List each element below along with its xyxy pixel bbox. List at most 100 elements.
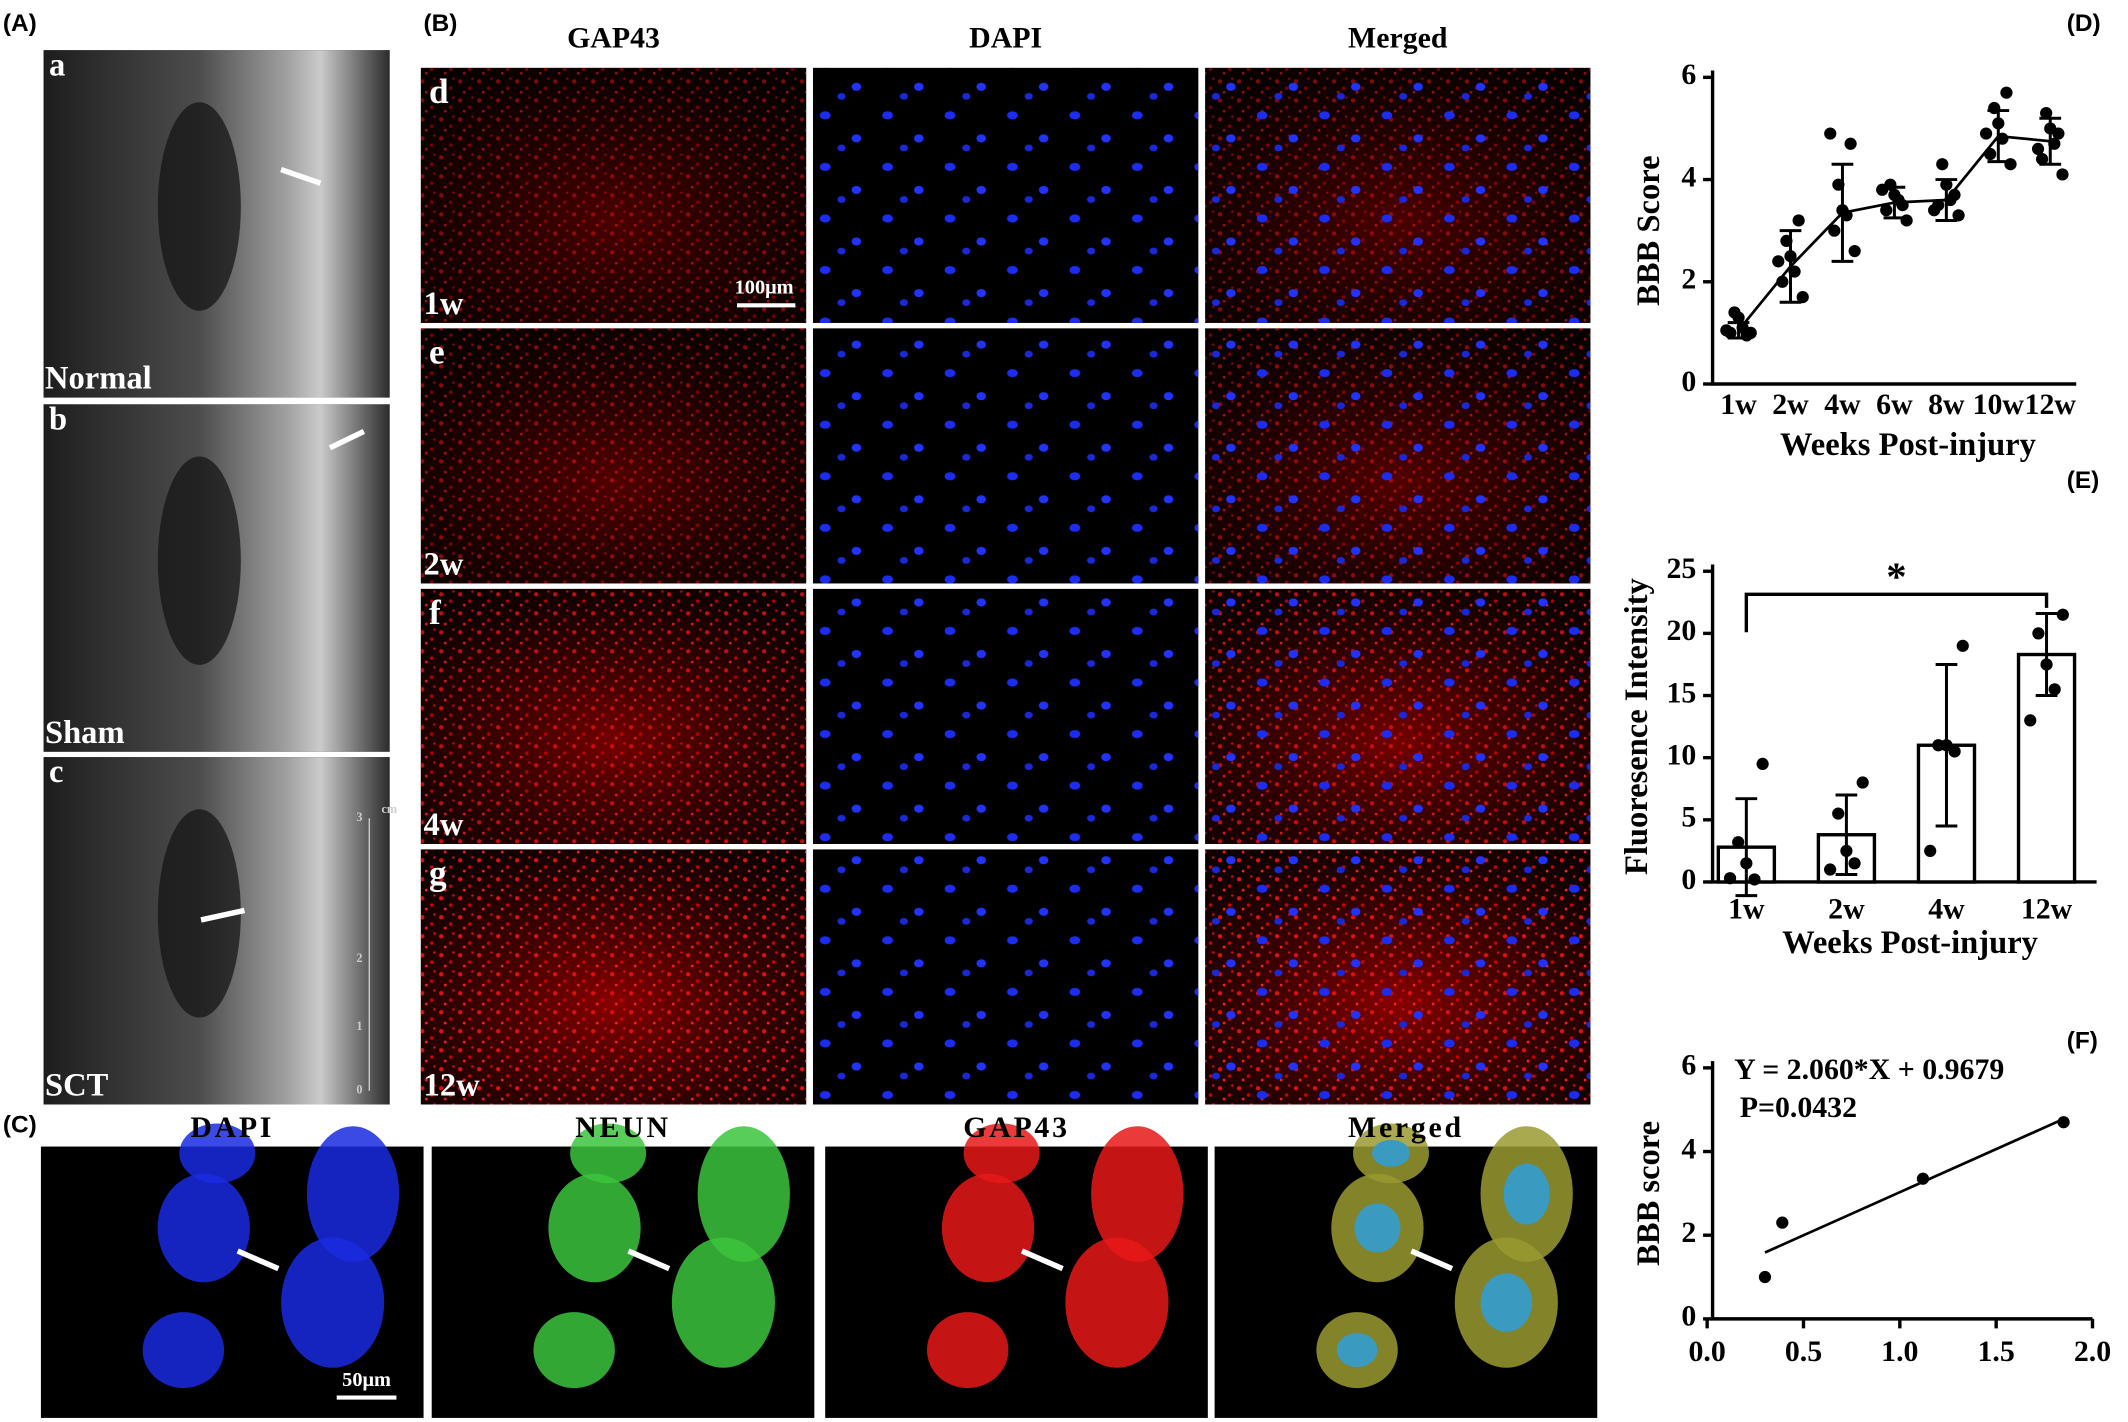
y-tick-label: 6	[1681, 58, 1696, 91]
image-letter: b	[49, 401, 67, 437]
stain-blue	[1205, 849, 1591, 1105]
cell	[570, 1123, 647, 1184]
image-label: 1w	[424, 286, 464, 322]
data-point	[1956, 639, 1969, 652]
data-point	[1876, 183, 1889, 196]
nucleus	[1336, 1332, 1378, 1368]
arrow	[200, 907, 246, 923]
x-tick-label: 1.0	[1881, 1335, 1918, 1368]
x-tick-label: 1w	[1720, 388, 1757, 421]
panel-label: (F)	[2067, 1028, 2098, 1055]
fit-line	[1764, 1117, 2065, 1254]
data-point	[1888, 188, 1901, 201]
data-point	[1748, 873, 1761, 886]
data-point	[1796, 291, 1809, 304]
mri-structure	[157, 456, 241, 665]
data-point	[2031, 142, 2045, 155]
data-point	[1848, 245, 1861, 258]
y-tick-label: 0	[1681, 365, 1696, 398]
scale-label: 100μm	[735, 277, 794, 299]
data-point	[1824, 863, 1837, 876]
column-label: Merged	[1348, 22, 1448, 55]
data-point	[2036, 153, 2049, 166]
data-point	[1948, 745, 1961, 758]
error-bar	[2035, 612, 2058, 698]
data-point	[2048, 137, 2061, 150]
mri-structure	[157, 102, 241, 311]
cell	[157, 1173, 250, 1283]
x-tick-label: 2.0	[2074, 1335, 2111, 1368]
scale-tick-label: 0	[356, 1083, 362, 1097]
data-point	[1840, 844, 1853, 857]
column-label: DAPI	[969, 22, 1042, 55]
significance-bracket	[1744, 592, 2049, 633]
data-point	[1900, 214, 1913, 227]
data-point	[2052, 127, 2065, 140]
x-axis-label: Weeks Post-injury	[1780, 427, 2036, 463]
image-letter: f	[429, 593, 442, 632]
data-point	[2048, 683, 2061, 696]
nucleus	[1354, 1203, 1401, 1253]
y-tick-label: 4	[1681, 1132, 1696, 1165]
data-point	[1828, 224, 1841, 237]
y-tick-label: 0	[1681, 1300, 1696, 1333]
nucleus	[1372, 1139, 1411, 1167]
data-point	[2032, 627, 2045, 640]
image-label: 4w	[424, 807, 464, 843]
data-point	[1756, 757, 1769, 770]
x-tick-label: 0.0	[1689, 1335, 1726, 1368]
data-point	[1979, 127, 1993, 140]
scale-tick-label: 2	[356, 951, 362, 965]
arrow	[1020, 1248, 1064, 1272]
cell	[142, 1312, 225, 1389]
y-tick-label: 2	[1681, 263, 1696, 296]
data-point	[1788, 265, 1801, 278]
x-tick-label: 0.5	[1785, 1335, 1822, 1368]
nucleus	[1503, 1163, 1550, 1225]
data-point	[1996, 132, 2009, 145]
column-label: Merged	[1348, 1111, 1464, 1144]
column-label: GAP43	[963, 1111, 1069, 1144]
data-point	[1832, 178, 1845, 191]
cell	[1065, 1237, 1169, 1368]
data-point	[1740, 857, 1753, 870]
scale-unit: cm	[381, 802, 397, 816]
axes	[1710, 70, 2077, 386]
y-tick-label: 4	[1681, 160, 1696, 193]
stain-blue	[812, 328, 1199, 584]
y-tick-label: 6	[1681, 1049, 1696, 1082]
x-tick-label: 1.5	[1978, 1335, 2015, 1368]
arrow	[1410, 1248, 1454, 1272]
data-point	[1952, 209, 1965, 222]
nucleus	[1480, 1273, 1533, 1332]
annotation: P=0.0432	[1740, 1091, 1857, 1124]
y-tick-label: 10	[1666, 739, 1696, 772]
stain-blue	[812, 849, 1199, 1105]
scale-tick-label: 3	[356, 810, 362, 824]
data-point	[1948, 188, 1961, 201]
stain-red	[420, 588, 807, 844]
data-point	[2004, 158, 2017, 171]
stain-red	[420, 328, 807, 584]
x-tick-label: 12w	[2021, 893, 2073, 926]
data-point	[1856, 776, 1869, 789]
data-point	[1776, 275, 1789, 288]
data-point	[1723, 872, 1737, 885]
panel-label: (E)	[2067, 467, 2100, 494]
data-point	[1940, 178, 1953, 191]
panel-label: (A)	[3, 10, 37, 37]
data-point	[1780, 234, 1793, 247]
arrow	[236, 1248, 280, 1272]
data-point	[1844, 137, 1857, 150]
data-point	[1832, 807, 1845, 820]
cell	[697, 1126, 790, 1262]
column-label: DAPI	[190, 1111, 274, 1144]
y-tick-label: 15	[1666, 676, 1696, 709]
image-label: 2w	[424, 547, 464, 583]
data-point	[1928, 204, 1941, 217]
cell	[1091, 1126, 1184, 1262]
image-layer	[40, 50, 1598, 1418]
image-label: Sham	[45, 715, 125, 751]
y-axis-label: BBB Score	[1631, 155, 1667, 305]
